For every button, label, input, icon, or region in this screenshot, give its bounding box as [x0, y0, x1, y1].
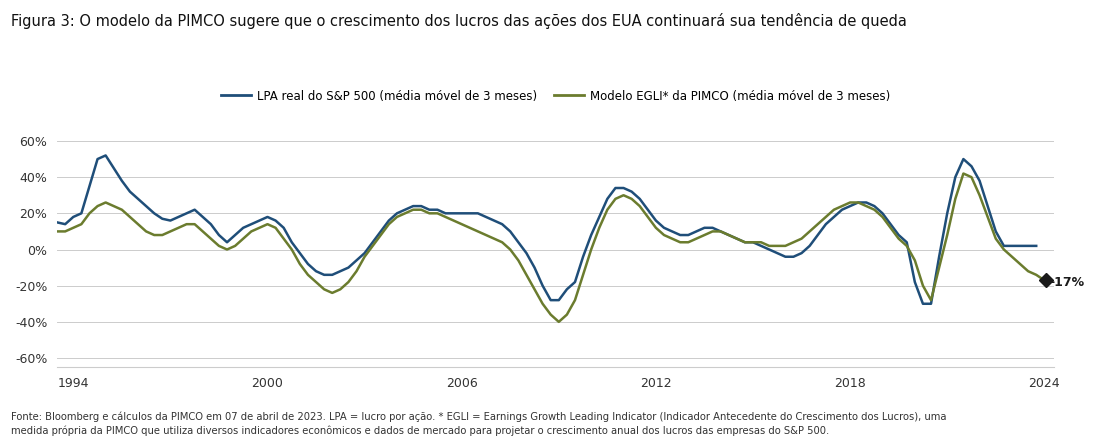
- Text: Fonte: Bloomberg e cálculos da PIMCO em 07 de abril de 2023. LPA = lucro por açã: Fonte: Bloomberg e cálculos da PIMCO em …: [11, 411, 946, 436]
- Text: Figura 3: O modelo da PIMCO sugere que o crescimento dos lucros das ações dos EU: Figura 3: O modelo da PIMCO sugere que o…: [11, 13, 906, 29]
- Text: -17%: -17%: [1049, 275, 1085, 289]
- Legend: LPA real do S&P 500 (média móvel de 3 meses), Modelo EGLI* da PIMCO (média móvel: LPA real do S&P 500 (média móvel de 3 me…: [217, 85, 894, 107]
